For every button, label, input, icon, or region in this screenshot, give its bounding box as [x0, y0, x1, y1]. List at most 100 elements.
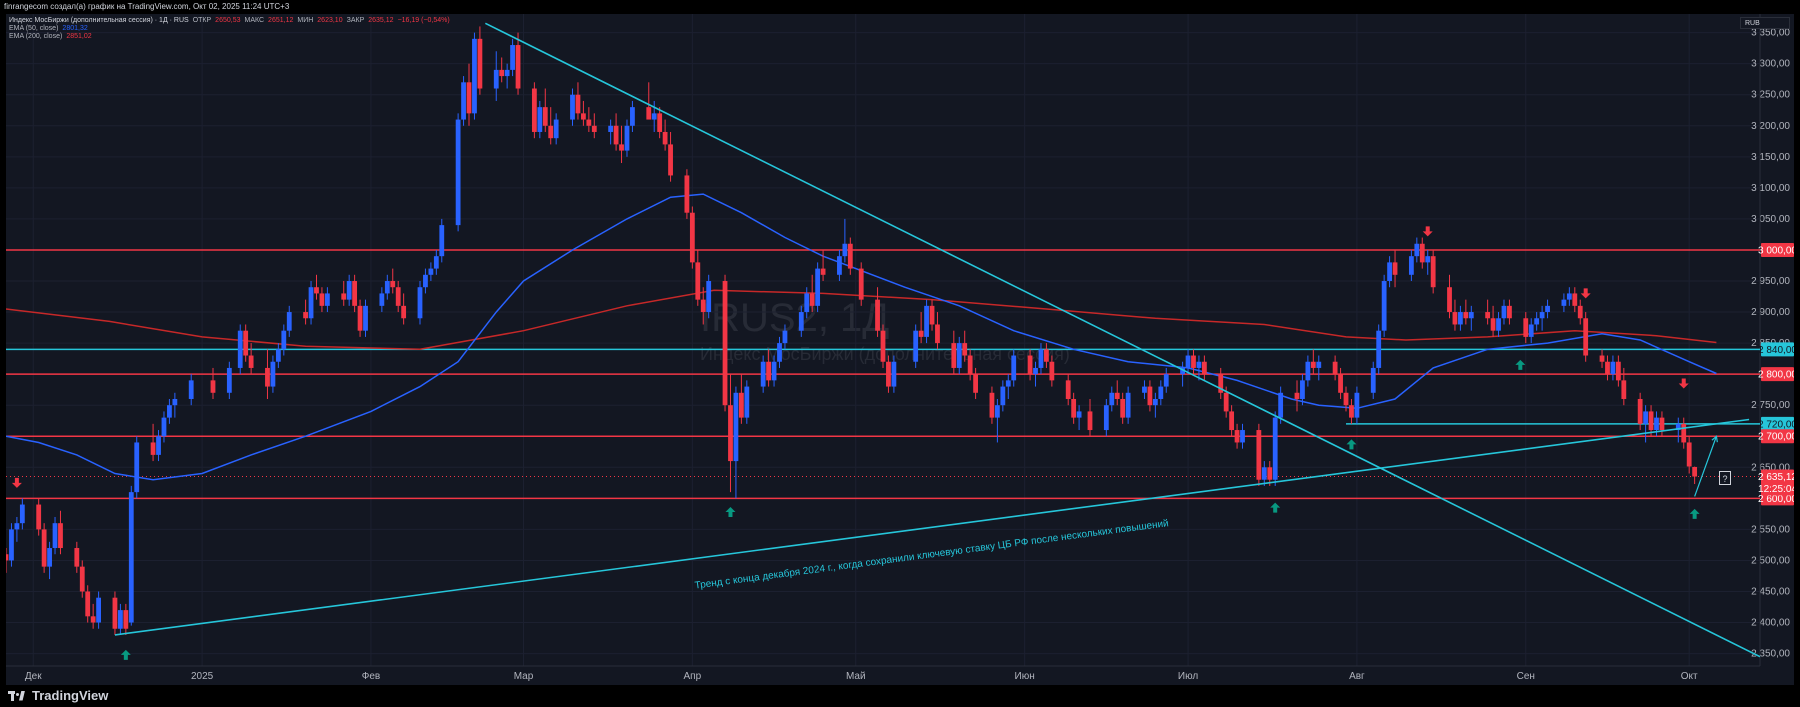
candle-body [875, 299, 880, 331]
candle-body [1201, 361, 1207, 375]
candle-body [1338, 374, 1343, 393]
candle [798, 305, 804, 337]
price-level-label: 2 720,00 [1758, 419, 1794, 430]
candle [1191, 349, 1196, 375]
candle-body [74, 548, 80, 567]
help-icon[interactable]: ? [1719, 471, 1731, 485]
candle-body [324, 293, 330, 306]
candle [695, 249, 701, 306]
candle-body [662, 131, 668, 145]
candle-body [423, 274, 428, 288]
candle-body [1294, 392, 1300, 399]
candle-body [1300, 380, 1305, 399]
candle-body [1615, 361, 1621, 381]
candle-body [150, 442, 156, 455]
candle-body [624, 125, 630, 151]
candle-body [1027, 355, 1033, 375]
candle [842, 218, 848, 263]
candle-body [1310, 361, 1316, 368]
legend-ema50[interactable]: EMA (50, close) 2801,32 [9, 25, 450, 33]
candle [1125, 386, 1131, 424]
candle-body [363, 305, 368, 331]
candle-body [1408, 256, 1414, 275]
candle-body [188, 380, 194, 399]
candle-body [1120, 398, 1126, 418]
trendline-uptrend [114, 418, 1750, 636]
candle [837, 249, 842, 282]
candle [581, 100, 586, 126]
legend-ema200[interactable]: EMA (200, close) 2851,02 [9, 33, 450, 41]
candle-body [804, 293, 810, 313]
candle [782, 324, 788, 350]
candle [646, 82, 652, 120]
candle [1147, 380, 1153, 412]
y-tick-label: 2 750,00 [1751, 400, 1790, 411]
candle [172, 392, 178, 418]
candle-body [777, 343, 782, 362]
candle-body [1223, 392, 1229, 412]
y-tick-label: 3 350,00 [1751, 28, 1790, 39]
candle-body [531, 88, 537, 132]
candle [1114, 380, 1120, 406]
candle [1659, 411, 1665, 437]
candle-body [1370, 367, 1376, 393]
candle-body [270, 361, 276, 387]
candle [286, 305, 292, 337]
candle [1643, 405, 1649, 443]
candle-body [1343, 392, 1349, 406]
candle [6, 548, 9, 573]
x-tick-label: Апр [684, 671, 702, 682]
tradingview-logo[interactable]: TradingView [8, 688, 108, 703]
candle [1332, 355, 1338, 381]
candle [477, 26, 483, 95]
currency-selector[interactable]: RUB [1740, 17, 1790, 29]
chart-svg[interactable]: 3 350,00 3 300,00 3 250,00 3 200,00 3 150,00… [6, 14, 1794, 685]
last-price-tag [1761, 469, 1794, 496]
candle-body [689, 212, 695, 263]
candle [1343, 386, 1349, 412]
candle-body [1196, 361, 1202, 368]
candle [1566, 287, 1572, 306]
candles[interactable] [6, 26, 1698, 635]
candle-body [47, 548, 52, 567]
candle [1109, 386, 1115, 412]
candle [1572, 287, 1578, 313]
legend-close-value: 2635,12 [368, 17, 394, 24]
candle [401, 293, 407, 325]
candle-body [668, 144, 673, 176]
candle [123, 603, 129, 635]
candle [237, 324, 243, 375]
candle-body [1038, 349, 1044, 368]
candle [809, 274, 815, 313]
candle-body [1191, 355, 1196, 368]
candle-body [1637, 398, 1643, 424]
candle-body [1033, 367, 1038, 375]
legend-ema200-value: 2851,02 [66, 33, 92, 40]
candle [79, 560, 85, 598]
candle-body [1534, 318, 1540, 325]
candle-body [1425, 256, 1431, 263]
legend-change-value: −16,19 (−0,54%) [397, 17, 450, 24]
price-level-label: 2 800,00 [1758, 370, 1794, 381]
candle-body [58, 523, 63, 549]
candle-body [619, 144, 624, 151]
candle-body [728, 405, 733, 462]
candle-body [41, 529, 47, 567]
candle-body [439, 225, 445, 257]
candle-body [760, 361, 766, 387]
candle [90, 603, 96, 629]
candle-body [1267, 467, 1273, 480]
candle [1414, 237, 1420, 263]
candle-body [1272, 417, 1278, 480]
candle-body [1180, 367, 1185, 375]
y-tick-label: 2 950,00 [1751, 276, 1790, 287]
candle [1387, 256, 1392, 288]
candle [1648, 405, 1654, 437]
candle [820, 249, 826, 282]
candle [1621, 367, 1627, 406]
candle-body [1539, 312, 1545, 319]
legend-close-label: ЗАКР [346, 17, 365, 24]
candle [744, 380, 750, 424]
candle [1120, 392, 1126, 424]
signal-arrow-up [120, 649, 131, 660]
